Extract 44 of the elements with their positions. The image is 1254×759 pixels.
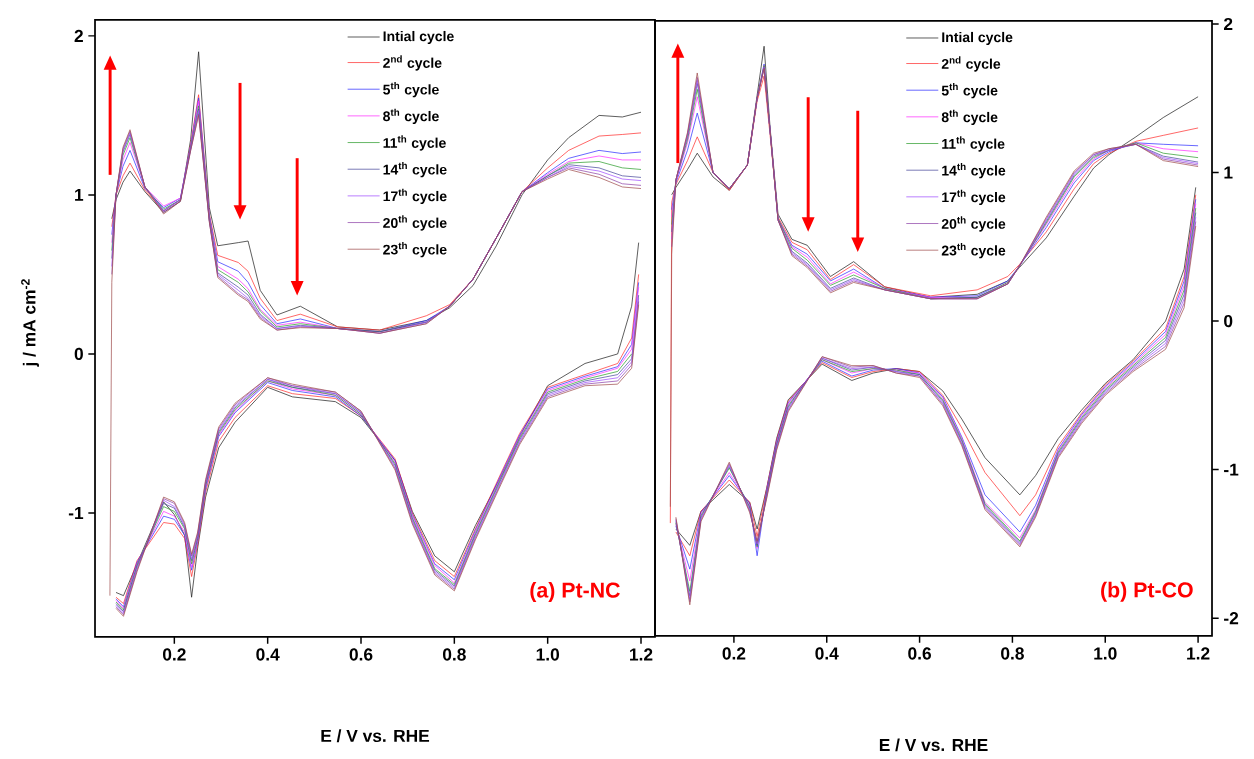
legend-label: 23$^{th}$ cycle	[383, 242, 447, 258]
legend-label: 11$^{th}$ cycle	[383, 135, 446, 151]
x-tick-label: 1.0	[536, 648, 560, 661]
legend-label: Intial cycle	[942, 31, 1013, 45]
y-tick-label: 2	[74, 29, 83, 42]
legend-label: 17$^{th}$ cycle	[383, 188, 447, 204]
annotation: (a) Pt-NC	[530, 582, 620, 602]
legend-label: 5$^{th}$ cycle	[941, 82, 998, 99]
y-tick-label: 1	[1224, 166, 1233, 179]
legend-label: 20$^{th}$ cycle	[941, 216, 1006, 232]
legend-label: Intial cycle	[383, 30, 454, 44]
x-tick-label: 0.4	[815, 647, 839, 660]
legend-label: 2$^{nd}$ cycle	[383, 55, 442, 71]
y-tick-label: 2	[1223, 17, 1233, 31]
legend-label: 14$^{th}$ cycle	[383, 162, 447, 178]
y-tick-label: -2	[1224, 612, 1239, 625]
y-tick-label: 1	[75, 188, 84, 201]
x-tick-label: 1.2	[630, 648, 653, 661]
legend-label: 5$^{th}$ cycle	[383, 82, 439, 98]
legend-label: 23$^{th}$ cycle	[941, 242, 1006, 259]
annotation: (b) Pt-CO	[1101, 581, 1193, 602]
x-tick-label: 0.2	[722, 647, 746, 660]
y-tick-label: 0	[1224, 314, 1233, 328]
y-tick-label: 0	[74, 347, 83, 361]
y-tick-label: -1	[68, 506, 84, 519]
x-tick-label: 0.4	[256, 648, 280, 661]
x-tick-label: 0.8	[1001, 647, 1024, 660]
x-tick-label: 0.8	[442, 648, 466, 661]
x-tick-label: 1.0	[1094, 647, 1117, 660]
legend-label: 14$^{th}$ cycle	[942, 162, 1006, 179]
legend-label: 11$^{th}$ cycle	[942, 136, 1005, 152]
legend-label: 17$^{th}$ cycle	[942, 189, 1006, 205]
legend-label: 20$^{th}$ cycle	[383, 215, 447, 231]
legend-label: 8$^{th}$ cycle	[383, 108, 439, 124]
y-axis-title: j / mA cm$^{-2}$	[21, 279, 39, 367]
legend-label: 2$^{nd}$ cycle	[941, 56, 1001, 72]
x-axis-title: E / V vs. RHE	[321, 729, 430, 743]
x-axis-title: E / V vs. RHE	[879, 738, 988, 752]
x-tick-label: 0.6	[908, 647, 931, 660]
x-tick-label: 1.2	[1187, 647, 1210, 660]
y-tick-label: -1	[1224, 463, 1239, 476]
legend-label: 8$^{th}$ cycle	[941, 109, 998, 125]
x-tick-label: 0.6	[349, 648, 373, 661]
x-tick-label: 0.2	[162, 648, 186, 661]
